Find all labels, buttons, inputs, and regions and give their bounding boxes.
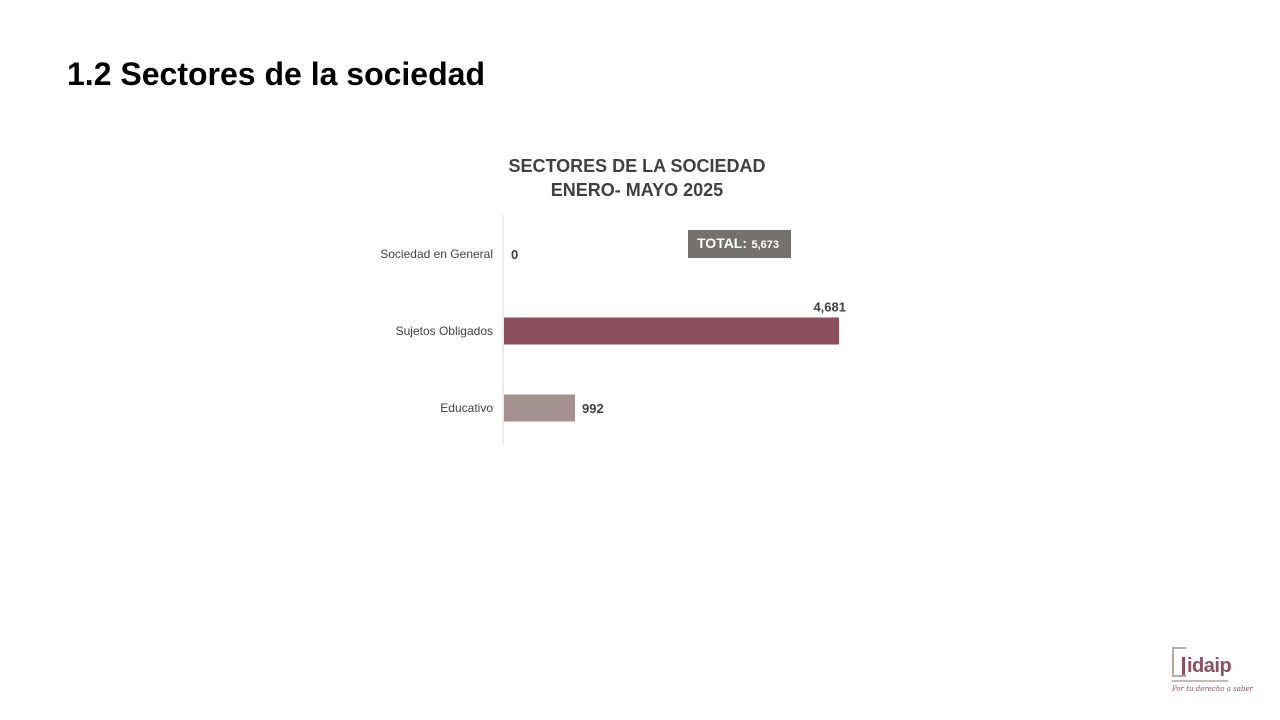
logo-bar-icon [1182,657,1185,675]
logo-wordmark: idaip [1187,655,1232,677]
value-label: 0 [511,247,518,262]
total-label: TOTAL: [697,235,748,251]
value-label: 4,681 [813,300,846,315]
category-label: Sujetos Obligados [396,324,493,338]
total-value: 5,673 [751,239,780,251]
total-badge: TOTAL: 5,673 [688,230,791,258]
slide-title: 1.2 Sectores de la sociedad [67,56,485,92]
logo-frame-icon [1172,647,1186,677]
chart-title: SECTORES DE LA SOCIEDAD ENERO- MAYO 2025 [437,154,837,202]
category-label: Educativo [440,401,493,415]
category-label: Sociedad en General [380,247,493,261]
logo-tagline: Por tu derecho a saber [1172,685,1253,693]
idaip-logo: idaip Por tu derecho a saber [1170,645,1253,703]
bar [504,317,839,345]
bar-chart: Sociedad en General 0 Sujetos Obligados 4,6… [380,215,846,445]
chart-title-line-2: ENERO- MAYO 2025 [550,180,724,200]
bar [504,394,575,422]
logo-divider [1172,680,1228,682]
chart-title-line-1: SECTORES DE LA SOCIEDAD [508,156,766,176]
value-label: 992 [582,401,604,416]
